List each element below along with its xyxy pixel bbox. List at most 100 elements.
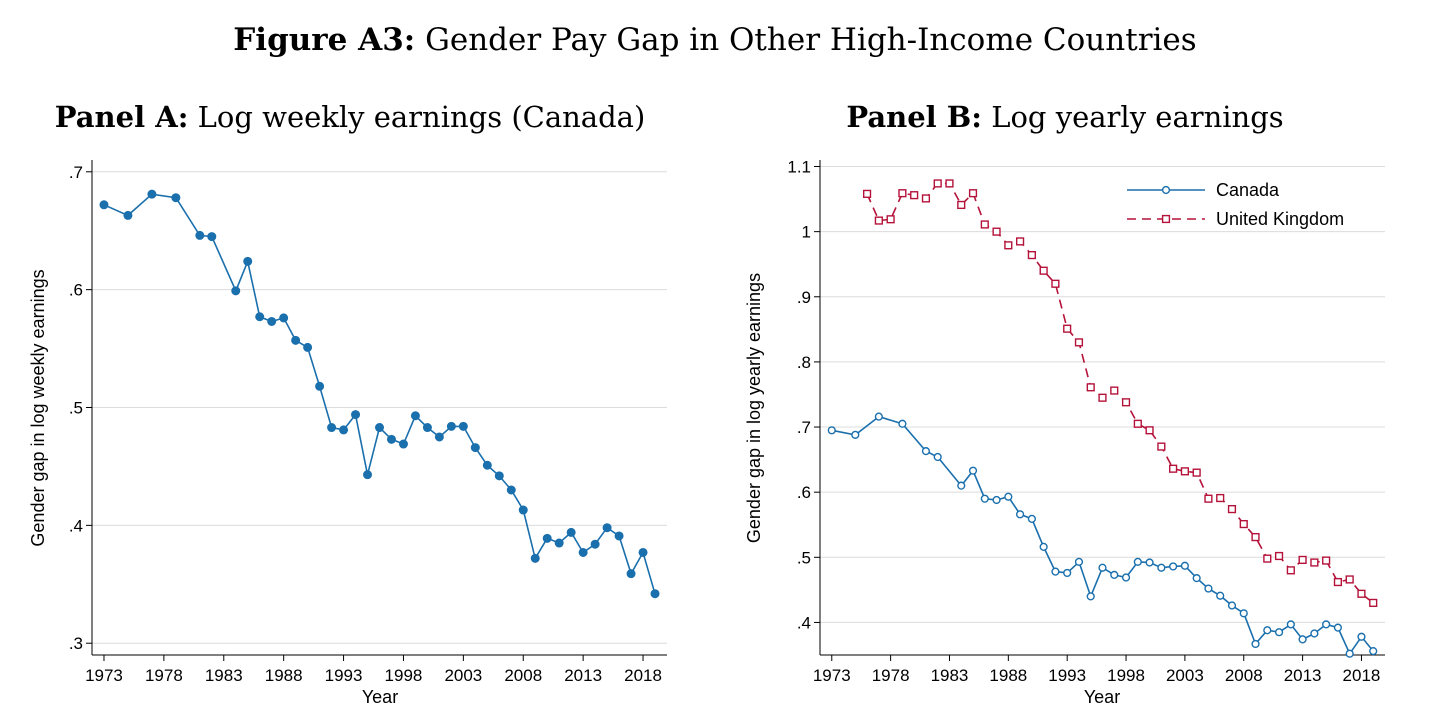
panel-b-series-canada-point bbox=[1169, 562, 1178, 571]
panel-b-series-canada-point bbox=[1063, 568, 1072, 578]
panel-a-series-canada-point bbox=[243, 256, 253, 266]
panel-a-series-canada-point bbox=[626, 569, 636, 579]
panel-a-series-canada-point bbox=[315, 381, 325, 391]
panel-a-series-canada-point bbox=[602, 523, 612, 533]
panel-b-series-united-kingdom-point bbox=[933, 179, 942, 188]
panel-a-x-tick-label: 1988 bbox=[265, 666, 303, 685]
panel-b-series-united-kingdom-point bbox=[1251, 533, 1260, 542]
panel-b-series-canada-point bbox=[1286, 620, 1295, 629]
panel-b-series-united-kingdom-point bbox=[898, 189, 907, 198]
panel-b-series-canada-point bbox=[898, 419, 907, 428]
panel-b-series-united-kingdom-point bbox=[1121, 398, 1131, 407]
panel-b-series-united-kingdom-point bbox=[1310, 558, 1319, 567]
panel-b-x-tick-label: 2008 bbox=[1225, 666, 1263, 685]
panel-b-series-canada-point bbox=[1357, 632, 1366, 641]
panel-b-x-tick-label: 1993 bbox=[1048, 666, 1086, 685]
panel-b-series-united-kingdom-point bbox=[1145, 426, 1154, 435]
panel-a-series-canada-point bbox=[195, 230, 205, 240]
panel-a-x-tick-label: 1973 bbox=[85, 666, 123, 685]
panel-b-series-united-kingdom-point bbox=[992, 227, 1001, 236]
panel-a-series-canada-point bbox=[123, 210, 133, 220]
panel-a-x-tick-label: 1983 bbox=[205, 666, 243, 685]
panel-b-series-canada-point bbox=[968, 466, 978, 475]
panel-b-series-united-kingdom-point bbox=[1133, 419, 1142, 428]
panel-b-x-tick-label: 1988 bbox=[989, 666, 1027, 685]
panel-a-series-canada-point bbox=[506, 485, 516, 495]
panel-a-series-canada-point bbox=[614, 531, 624, 541]
panel-b-series-canada-point bbox=[957, 481, 966, 490]
panel-b-series-united-kingdom-point bbox=[1369, 598, 1378, 607]
panel-b-series-united-kingdom-point bbox=[1180, 467, 1189, 476]
panel-b-x-tick-label: 2013 bbox=[1284, 666, 1322, 685]
panel-b-series-canada-point bbox=[1239, 609, 1248, 618]
panel-a-y-axis-label: Gender gap in log weekly earnings bbox=[28, 269, 48, 546]
figure-title: Figure A3: Gender Pay Gap in Other High-… bbox=[0, 22, 1430, 58]
panel-a-series-canada-point bbox=[279, 313, 289, 323]
panel-b-series-united-kingdom-point bbox=[1027, 250, 1036, 260]
panel-b-series-united-kingdom-point bbox=[968, 189, 978, 198]
panel-a-series-canada-point bbox=[566, 527, 576, 537]
legend-label-canada: Canada bbox=[1216, 180, 1280, 200]
panel-b-series-canada-point bbox=[1004, 492, 1013, 501]
panel-b-y-axis-label: Gender gap in log yearly earnings bbox=[744, 273, 764, 543]
figure-title-text: Gender Pay Gap in Other High-Income Coun… bbox=[425, 22, 1197, 58]
panel-a-y-tick-label: .6 bbox=[69, 281, 83, 300]
panel-b-y-tick-label: .7 bbox=[797, 418, 811, 437]
panel-b-series-united-kingdom-point bbox=[1204, 494, 1213, 503]
panel-a-series-canada-point bbox=[231, 286, 241, 296]
legend-label-united-kingdom: United Kingdom bbox=[1216, 209, 1344, 229]
panel-b-series-canada-point bbox=[1027, 514, 1036, 523]
panel-a-label: Panel A: bbox=[54, 100, 189, 134]
panel-a-series-canada-point bbox=[398, 439, 408, 449]
panel-b-x-tick-label: 1998 bbox=[1107, 666, 1145, 685]
panel-a-series-canada-point bbox=[267, 316, 277, 326]
panel-a-series-canada-point bbox=[518, 505, 528, 515]
panel-a-x-tick-label: 2013 bbox=[564, 666, 602, 685]
panel-a-series-canada-point bbox=[410, 411, 420, 421]
panel-b-series-united-kingdom-point bbox=[1216, 493, 1225, 503]
panel-b-y-tick-label: 1 bbox=[802, 223, 811, 242]
panel-b-series-united-kingdom-point bbox=[910, 191, 919, 200]
panel-b-plot: .4 .5 .6 .7 .8 .9 1 1.1 1973 1978 1983 1988 1993 1998… bbox=[744, 158, 1385, 707]
panel-b-series-canada-point bbox=[1086, 592, 1095, 601]
panel-a-series-canada-point bbox=[422, 423, 432, 433]
panel-b-series-canada-point bbox=[992, 495, 1001, 505]
panel-b-x-tick-label: 1983 bbox=[931, 666, 969, 685]
panel-b-series-united-kingdom-point bbox=[1004, 241, 1013, 250]
panel-b-y-tick-label: .6 bbox=[797, 483, 811, 502]
panel-a-series-canada-point bbox=[351, 410, 361, 420]
panel-a-y-tick-label: .5 bbox=[69, 399, 83, 418]
panel-b-series-united-kingdom-point bbox=[862, 189, 872, 198]
panel-a-series-canada-point bbox=[327, 423, 337, 433]
panel-b-series-canada-point bbox=[1251, 639, 1260, 649]
panel-b-series-canada-point bbox=[1204, 584, 1213, 593]
panel-b-series-canada-point bbox=[1110, 570, 1119, 579]
panel-b-series-canada-point bbox=[1039, 542, 1048, 551]
panel-b-series-united-kingdom-point bbox=[886, 215, 895, 224]
panel-b-series-united-kingdom-point bbox=[1286, 566, 1295, 575]
panel-b-series-united-kingdom-point bbox=[1298, 555, 1307, 565]
panel-b-series-canada-point bbox=[1333, 623, 1343, 632]
panel-b-series-canada-point bbox=[1310, 629, 1319, 638]
panel-b-label: Panel B: bbox=[846, 100, 982, 134]
panel-a-x-axis-label: Year bbox=[362, 687, 398, 707]
panel-a-series-canada-point bbox=[147, 189, 157, 199]
panel-a-series-canada-point bbox=[339, 425, 349, 435]
panel-b-y-tick-label: .8 bbox=[797, 353, 811, 372]
panel-b-series-canada-point bbox=[1369, 646, 1378, 656]
panel-a-series-canada-point bbox=[99, 200, 109, 210]
panel-a-series-canada-point bbox=[375, 423, 384, 433]
panel-a-series-canada-point bbox=[482, 460, 492, 470]
panel-b-series-united-kingdom-point bbox=[1322, 556, 1331, 565]
panel-b-series-united-kingdom-point bbox=[1110, 386, 1119, 395]
figure-label: Figure A3: bbox=[233, 22, 416, 58]
panel-b-x-tick-label: 2003 bbox=[1166, 666, 1204, 685]
panel-b-series-canada-point bbox=[1274, 628, 1284, 637]
panel-b-series-canada-point bbox=[1180, 561, 1189, 570]
panel-a-series-canada-point bbox=[207, 232, 217, 242]
panel-b-series-united-kingdom-point bbox=[1169, 464, 1178, 473]
panel-b-series-united-kingdom-point bbox=[1333, 577, 1343, 587]
panel-a-title-text: Log weekly earnings (Canada) bbox=[197, 100, 646, 134]
panel-a-x-tick-label: 2008 bbox=[504, 666, 542, 685]
panel-a-series-canada-point bbox=[542, 533, 552, 543]
